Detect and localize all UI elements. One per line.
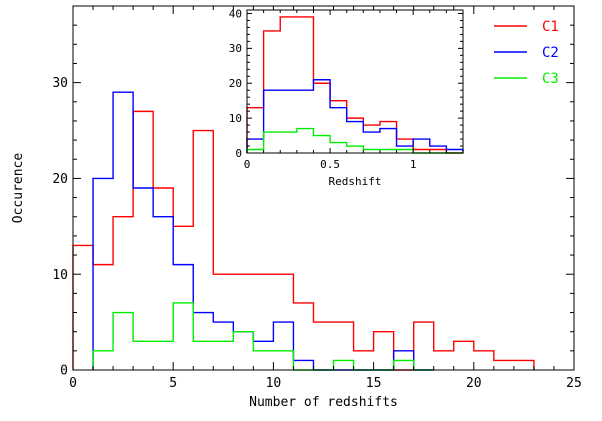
inset-x-tick-label: 0 <box>244 158 251 171</box>
legend: C1 C2 C3 <box>494 19 559 87</box>
inset-x-tick-label: 1 <box>410 158 417 171</box>
inset-y-tick-label: 30 <box>229 42 242 55</box>
inset-plot-area <box>247 10 463 153</box>
main-x-tick-label: 5 <box>169 376 177 391</box>
legend-label-c2: C2 <box>542 45 559 61</box>
main-y-tick-label: 10 <box>52 268 68 283</box>
main-y-tick-label: 30 <box>52 76 68 91</box>
main-y-axis-label: Occurence <box>11 153 26 224</box>
inset-y-tick-label: 40 <box>229 7 242 20</box>
inset-y-tick-label: 0 <box>235 147 242 160</box>
main-x-tick-label: 0 <box>69 376 77 391</box>
main-y-tick-label: 0 <box>60 364 68 379</box>
inset-frame <box>246 9 464 154</box>
legend-label-c1: C1 <box>542 19 559 35</box>
inset-x-axis-label: Redshift <box>329 175 382 188</box>
main-x-tick-label: 10 <box>266 376 282 391</box>
main-x-tick-label: 20 <box>466 376 482 391</box>
main-x-tick-label: 25 <box>566 376 582 391</box>
main-frame <box>72 5 575 371</box>
main-x-axis-label: Number of redshifts <box>249 395 398 410</box>
inset-series-c2 <box>246 79 464 153</box>
main-y-tick-label: 20 <box>52 172 68 187</box>
main-x-tick-label: 15 <box>366 376 382 391</box>
legend-label-c3: C3 <box>542 71 559 87</box>
inset-y-tick-label: 10 <box>229 112 242 125</box>
inset-x-tick-label: 0.5 <box>320 158 340 171</box>
inset-y-tick-label: 20 <box>229 77 242 90</box>
